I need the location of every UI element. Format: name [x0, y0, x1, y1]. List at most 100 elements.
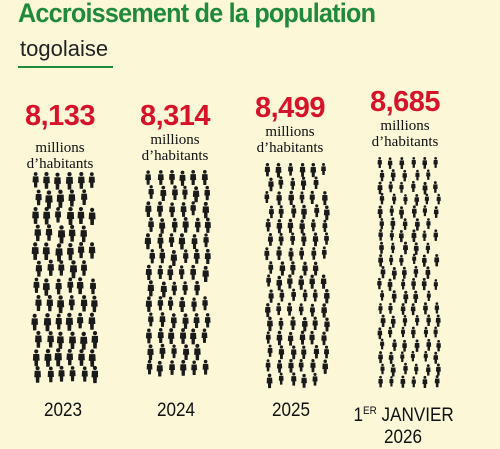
person-figure	[310, 163, 317, 178]
person-figure	[377, 277, 382, 290]
person-figure	[388, 181, 393, 193]
person-figure	[276, 275, 283, 291]
person-figure	[159, 343, 166, 359]
chart-subtitle: togolaise	[20, 36, 109, 61]
person-figure	[321, 303, 327, 318]
person-figure	[170, 250, 178, 266]
person-figure	[309, 190, 315, 205]
person-figure	[433, 351, 439, 364]
person-figure	[310, 359, 316, 373]
person-figure	[398, 230, 404, 243]
value-label-2023: 8,133	[24, 100, 96, 132]
person-figure	[81, 366, 88, 382]
person-figure	[160, 281, 167, 298]
year-label-2024: 2024	[156, 400, 196, 421]
person-figure	[65, 312, 73, 331]
person-figure	[265, 331, 271, 344]
crowd-2026	[377, 157, 441, 389]
person-figure	[388, 302, 393, 314]
person-figure	[78, 349, 85, 366]
person-figure	[390, 363, 396, 377]
person-figure	[278, 317, 284, 330]
person-figure	[422, 375, 428, 389]
person-figure	[34, 366, 41, 383]
person-figure	[146, 359, 153, 375]
person-figure	[169, 202, 176, 218]
person-figure	[410, 303, 416, 316]
person-figure	[379, 192, 385, 205]
person-figure	[324, 317, 330, 332]
person-figure	[31, 313, 38, 331]
person-figure	[423, 350, 428, 362]
person-figure	[413, 265, 419, 278]
person-figure	[202, 201, 210, 219]
person-figure	[157, 233, 164, 249]
person-figure	[276, 219, 283, 234]
person-figure	[191, 297, 197, 312]
chart-title: Accroissement de la population	[18, 0, 376, 28]
person-figure	[298, 359, 304, 372]
person-figure	[202, 296, 208, 311]
person-figure	[301, 317, 308, 332]
person-figure	[426, 290, 431, 301]
person-figure	[422, 205, 428, 217]
person-figure	[411, 326, 416, 339]
person-figure	[278, 205, 284, 219]
person-figure	[391, 193, 397, 205]
person-figure	[389, 230, 394, 241]
person-figure	[388, 351, 394, 364]
person-figure	[66, 348, 74, 366]
person-figure	[288, 247, 294, 261]
person-figure	[322, 359, 329, 374]
person-figure	[77, 172, 85, 189]
person-figure	[157, 170, 164, 185]
person-figure	[160, 185, 167, 201]
person-figure	[159, 248, 166, 264]
person-figure	[268, 205, 274, 219]
person-figure	[171, 281, 178, 296]
person-figure	[265, 218, 271, 232]
person-figure	[433, 279, 438, 290]
person-figure	[267, 344, 273, 357]
person-figure	[379, 218, 385, 230]
person-figure	[426, 314, 431, 327]
person-figure	[180, 202, 187, 217]
subtitle-underline	[18, 66, 113, 68]
person-figure	[203, 233, 209, 248]
person-figure	[77, 206, 85, 225]
person-figure	[435, 314, 441, 327]
person-figure	[300, 176, 307, 191]
person-figure	[65, 172, 74, 190]
person-figure	[193, 248, 200, 264]
person-figure	[194, 280, 200, 296]
person-figure	[169, 360, 176, 375]
person-figure	[433, 157, 438, 168]
person-figure	[66, 206, 75, 225]
person-figure	[399, 181, 404, 193]
person-figure	[190, 328, 197, 345]
person-figure	[91, 295, 98, 313]
person-figure	[69, 366, 76, 382]
person-figure	[299, 330, 306, 345]
person-figure	[193, 313, 200, 329]
person-figure	[402, 315, 408, 327]
person-figure	[287, 218, 294, 233]
year-label-2023: 2023	[43, 400, 83, 421]
person-figure	[47, 366, 54, 383]
person-figure	[35, 295, 42, 312]
person-figure	[321, 163, 326, 175]
unit-label-2024: millions d’habitants	[141, 132, 209, 164]
person-figure	[266, 274, 272, 287]
person-figure	[399, 254, 404, 266]
person-figure	[423, 326, 429, 338]
person-figure	[159, 218, 166, 234]
unit-label-2026: millions d’habitants	[371, 118, 439, 150]
person-figure	[201, 328, 208, 343]
person-figure	[410, 350, 415, 362]
person-figure	[167, 328, 175, 345]
person-figure	[145, 328, 152, 344]
person-figure	[390, 242, 395, 254]
person-figure	[411, 229, 417, 243]
person-figure	[264, 247, 270, 261]
person-figure	[402, 169, 408, 182]
